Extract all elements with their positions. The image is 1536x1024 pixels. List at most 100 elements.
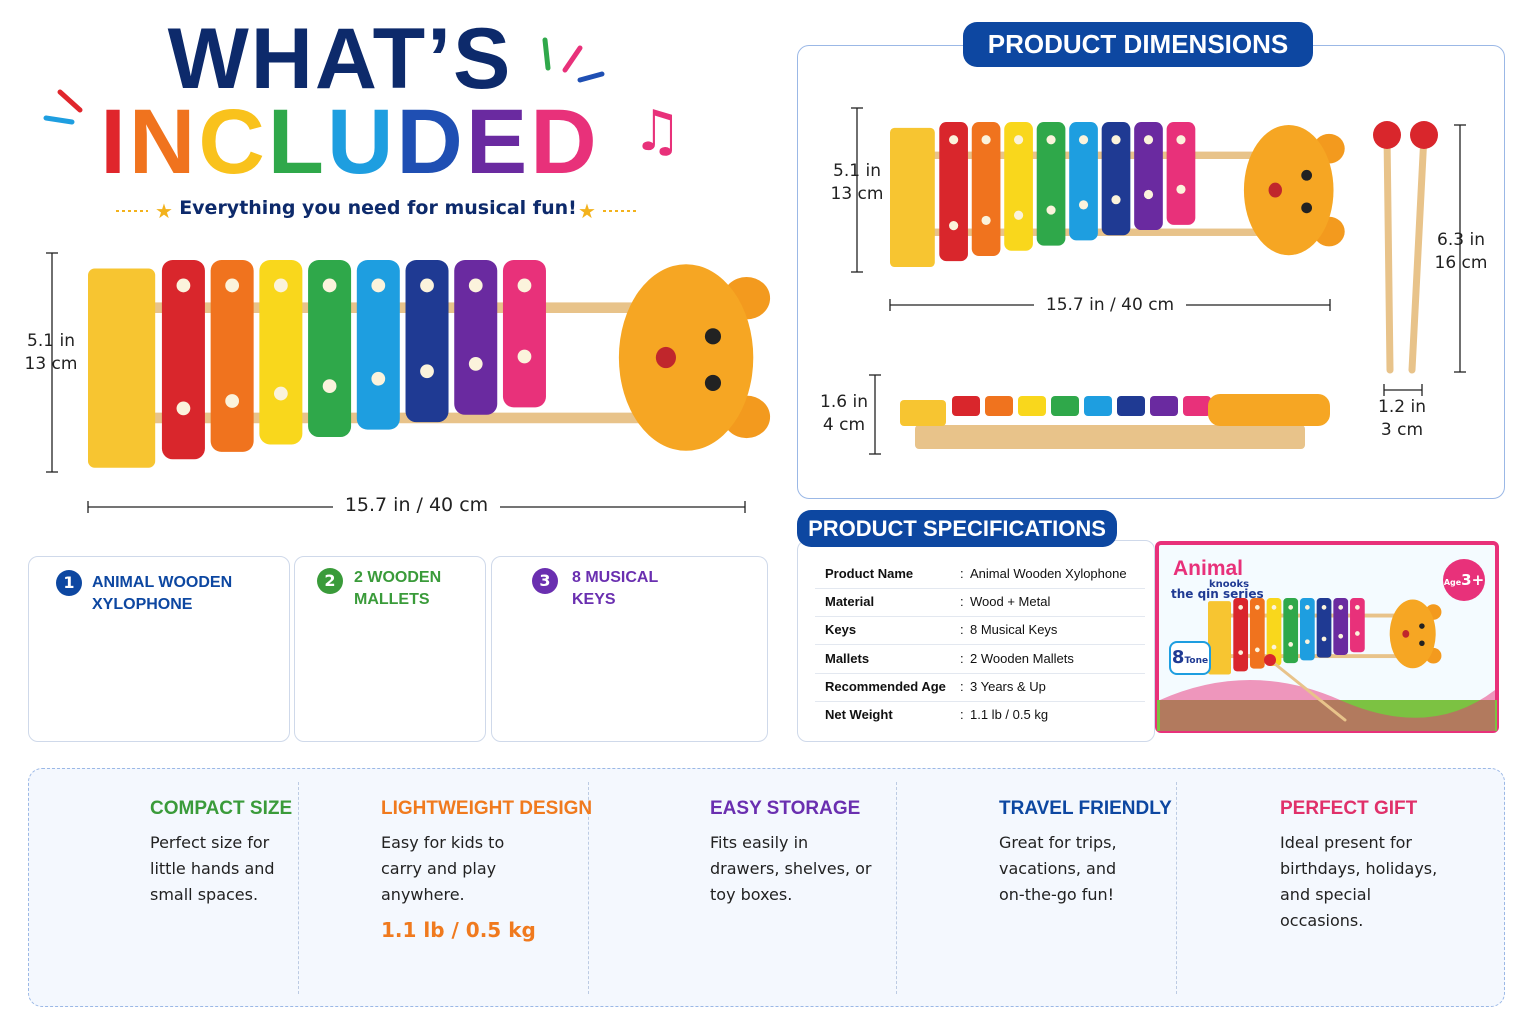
letter: D (396, 91, 466, 193)
side-base (915, 425, 1305, 449)
key-pin (176, 401, 191, 416)
key-pin (1013, 210, 1024, 220)
key-pin (1305, 639, 1310, 645)
key (308, 260, 352, 438)
key-pin (1254, 605, 1260, 610)
spec-divider (815, 700, 1145, 702)
side-key (985, 396, 1013, 416)
key (259, 260, 303, 445)
feature-title: COMPACT SIZE (150, 798, 293, 819)
key-pin (1355, 605, 1360, 610)
text: 13 cm (830, 184, 884, 204)
column-divider (1176, 782, 1177, 994)
column-divider (588, 782, 589, 994)
spec-separator: : (960, 622, 964, 638)
dimensions-title: PRODUCT DIMENSIONS (963, 22, 1313, 67)
height-label: 5.1 in 13 cm (825, 160, 889, 206)
spec-separator: : (960, 566, 964, 581)
side-key (1117, 396, 1145, 416)
key-pin (1288, 605, 1294, 610)
text: 5.1 in (833, 161, 881, 181)
key-pin (1321, 636, 1327, 642)
key-pin (1176, 184, 1186, 194)
key (1069, 122, 1098, 241)
height-label: 5.1 in 13 cm (18, 330, 84, 376)
key-pin (1176, 135, 1186, 145)
animal-face (618, 264, 754, 451)
key-pin (273, 386, 288, 401)
key (210, 260, 254, 452)
letter: E (465, 91, 531, 193)
animal-face (1389, 599, 1436, 669)
text: 5.1 in (27, 331, 75, 351)
feature-text: Fits easily in drawers, shelves, or toy … (710, 833, 872, 904)
key-pin (1111, 135, 1121, 145)
item-number: 2 (317, 568, 343, 594)
box-text: Tone (1184, 656, 1209, 666)
feature-title: PERFECT GIFT (1280, 798, 1418, 819)
spec-separator: : (960, 707, 964, 722)
feature-text: Great for trips, vacations, and on-the-g… (999, 833, 1117, 904)
key (1134, 122, 1163, 231)
feature-title: LIGHTWEIGHT DESIGN (381, 798, 593, 819)
key-pin (1078, 200, 1089, 210)
spec-label: Product Name (825, 566, 914, 581)
key-pin (1271, 605, 1277, 610)
feature-text: Perfect size for little hands and small … (150, 833, 275, 904)
column-divider (896, 782, 897, 994)
key-pin (981, 135, 991, 145)
key-pin (420, 278, 434, 293)
key-pin (1338, 633, 1344, 639)
text: 3 cm (1380, 420, 1424, 440)
rail (141, 412, 666, 424)
feature-text: Easy for kids to carry and play anywhere… (381, 833, 505, 904)
key (161, 260, 205, 460)
title-line-1: WHAT’S (167, 11, 513, 107)
key-pin (1238, 650, 1244, 655)
animal-face (1243, 124, 1334, 256)
key (1101, 122, 1131, 236)
text: 6.3 in (1437, 230, 1485, 250)
mallet-length-label: 6.3 in 16 cm (1428, 229, 1494, 275)
mallet-head (1264, 654, 1276, 666)
key (1266, 598, 1282, 666)
spec-value: 2 Wooden Mallets (970, 650, 1074, 666)
sparkle (542, 37, 551, 71)
key (1300, 598, 1315, 661)
rail (1226, 654, 1406, 659)
spec-label: Keys (825, 622, 857, 638)
letter: D (530, 91, 600, 193)
key-pin (322, 379, 337, 394)
key-pin (468, 278, 483, 293)
rail (925, 151, 1276, 159)
key-pin (1078, 135, 1089, 145)
feature-text: Ideal present for birthdays, holidays, a… (1280, 833, 1438, 930)
spec-title: PRODUCT SPECIFICATIONS (797, 510, 1117, 547)
spec-value: 8 Musical Keys (970, 622, 1058, 638)
spec-separator: : (960, 594, 964, 610)
box-text: 3+ (1461, 571, 1485, 589)
spec-separator: : (960, 678, 964, 694)
side-key (1018, 396, 1046, 416)
key-pin (1046, 205, 1056, 215)
animal-eye (704, 374, 722, 392)
letter: I (100, 91, 129, 193)
column-divider (298, 782, 299, 994)
key-pin (1238, 605, 1244, 610)
key (1350, 598, 1365, 653)
subtitle: Everything you need for musical fun! (179, 197, 577, 219)
depth-label: 1.6 in 4 cm (812, 391, 876, 437)
key-pin (273, 278, 288, 293)
key (1283, 598, 1299, 664)
letter: C (198, 91, 268, 193)
box-text: the qin series (1171, 587, 1264, 601)
side-key (1150, 396, 1178, 416)
title-line-2: INCLUDED (60, 90, 640, 195)
item-number: 1 (56, 570, 82, 596)
key-pin (1013, 135, 1024, 145)
key (454, 260, 498, 415)
key-pin (981, 215, 991, 226)
text: 13 cm (24, 354, 78, 374)
key-pin (1143, 189, 1154, 200)
box-text: Age (1443, 578, 1462, 587)
